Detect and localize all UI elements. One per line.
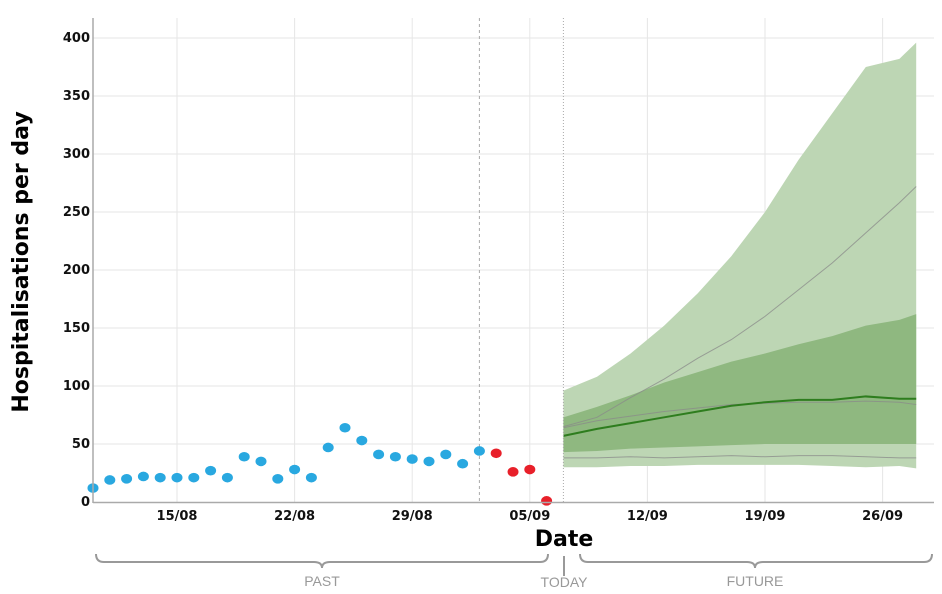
observed-point [356,435,368,446]
future-label: FUTURE [727,573,784,589]
observed-point [289,464,301,475]
incomplete-point [524,464,536,475]
y-tick-label: 50 [72,437,90,452]
incomplete-point [507,467,519,477]
future-brace [579,553,933,569]
x-axis-title: Date [535,527,594,552]
today-label: TODAY [541,574,589,590]
observed-point [305,472,317,483]
inner-interval-band [563,314,917,453]
scenario-high-line [563,186,917,428]
scenario-low-line [563,455,917,459]
x-tick-label: 12/09 [627,509,668,524]
y-tick-label: 400 [63,31,90,46]
observed-point [137,471,149,482]
observed-point [238,451,250,462]
observed-point [440,449,452,460]
observed-point [154,472,166,483]
observed-point [322,442,334,453]
x-tick-label: 05/09 [509,509,550,524]
observed-point [473,446,485,456]
observed-point [423,456,435,467]
x-tick-label: 19/09 [745,509,786,524]
y-tick-label: 250 [63,205,90,220]
observed-point [339,422,351,433]
y-tick-label: 350 [63,89,90,104]
forecast-bands [563,42,917,469]
observed-point [171,472,183,483]
period-braces [95,553,933,576]
observed-point [272,474,284,484]
past-brace [95,553,549,569]
incomplete-point [490,448,502,459]
x-tick-label: 29/08 [392,509,433,524]
marker-lines [478,18,564,502]
x-tick-label: 22/08 [274,509,315,524]
observed-point [205,465,217,476]
incomplete-point [541,496,553,506]
observed-point [389,451,401,462]
observed-point [406,454,418,464]
observed-point [104,475,116,485]
y-tick-label: 300 [63,147,90,162]
observed-point [221,472,233,483]
observed-point [121,474,133,484]
y-axis-title: Hospitalisations per day [9,111,34,412]
y-tick-label: 100 [63,379,90,394]
observed-point [188,472,200,483]
forecast-lines [563,186,917,459]
observed-point [457,458,469,469]
observed-point [255,456,267,467]
axes [92,18,934,504]
x-tick-label: 26/09 [862,509,903,524]
data-points [87,422,553,506]
observed-point [373,449,385,460]
y-axis-ticks: 0 50 100 150 200 250 300 350 400 [63,31,90,510]
forecast-median-line [563,395,917,437]
y-tick-label: 200 [63,263,90,278]
y-tick-label: 0 [81,495,90,510]
past-label: PAST [304,573,340,589]
x-tick-label: 15/08 [157,509,198,524]
y-tick-label: 150 [63,321,90,336]
x-axis-ticks: 15/08 22/08 29/08 05/09 12/09 19/09 26/09 [157,509,904,524]
